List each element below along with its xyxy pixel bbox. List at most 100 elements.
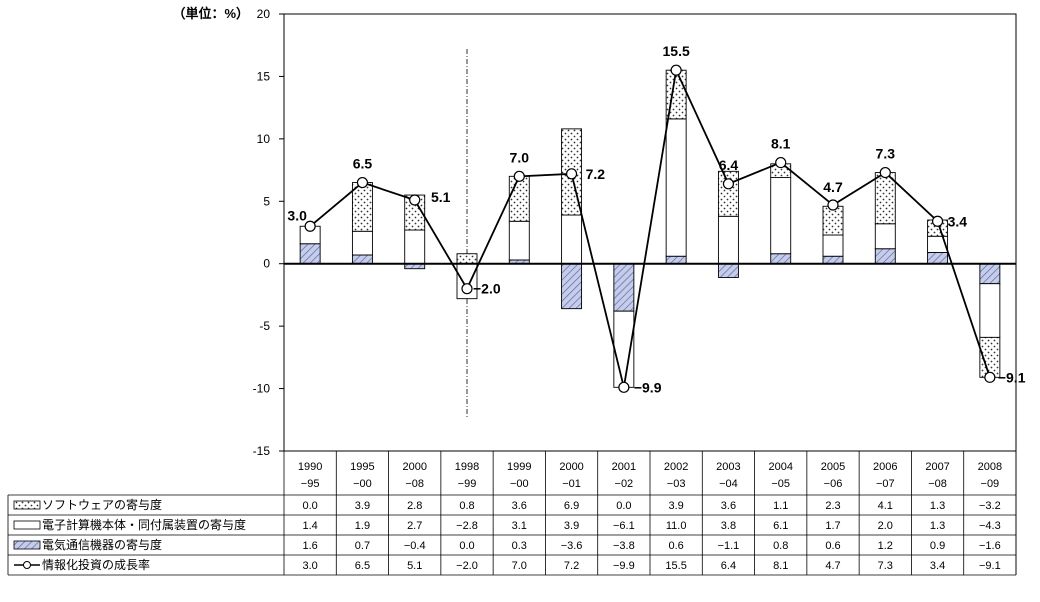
category-label: −07 <box>876 478 895 490</box>
category-label: 2007 <box>925 461 949 473</box>
legend-swatch <box>13 500 41 510</box>
table-cell: 1.2 <box>878 540 893 552</box>
table-cell: 6.9 <box>564 500 579 512</box>
bar-segment <box>717 263 739 278</box>
growth-rate-point <box>618 381 630 393</box>
table-cell: 7.2 <box>564 560 579 572</box>
category-label: −00 <box>510 478 529 490</box>
table-cell: −0.4 <box>404 540 426 552</box>
y-axis-ticks: 20 15 10 5 0 -5 -10 -15 <box>253 7 284 458</box>
legend-label: 電子計算機本体・同付属装置の寄与度 <box>42 517 246 532</box>
table-cell: 3.9 <box>668 500 683 512</box>
table-cell: 0.8 <box>459 500 474 512</box>
category-label: 1998 <box>455 461 479 473</box>
category-label: −01 <box>562 478 581 490</box>
table-cell: 2.3 <box>825 500 840 512</box>
unit-label: （単位：%） <box>172 6 249 21</box>
y-tick-label: -15 <box>253 444 271 458</box>
bar-segment <box>770 253 792 265</box>
table-cell: 1.6 <box>302 540 317 552</box>
table-cell: −9.9 <box>613 560 635 572</box>
table-cell: 7.3 <box>878 560 893 572</box>
table-cell: 0.0 <box>616 500 631 512</box>
bar-segment <box>561 263 583 310</box>
category-label: 2002 <box>664 461 688 473</box>
table-cell: 11.0 <box>666 520 687 532</box>
growth-rate-point <box>461 283 473 295</box>
bar-segment <box>665 255 687 265</box>
plot-area: 3.0 6.5 5.1 −2.0 7.0 7.2 −9.9 15.5 6.4 8.1 4.7 7.3 3… <box>283 13 1026 452</box>
table-cell: 1.7 <box>825 520 840 532</box>
growth-rate-point <box>565 168 578 180</box>
growth-rate-label: 7.2 <box>586 166 606 182</box>
bar-segment <box>561 214 583 265</box>
bar-segment <box>979 283 1001 338</box>
growth-rate-label: 6.5 <box>353 156 373 172</box>
category-label: −09 <box>981 478 1000 490</box>
growth-rate-point <box>356 176 369 189</box>
table-cell: 0.7 <box>355 540 370 552</box>
category-label: −06 <box>824 478 843 490</box>
table-cell: 4.1 <box>878 500 893 512</box>
category-label: −05 <box>771 478 790 490</box>
growth-rate-point <box>879 166 891 179</box>
table-cell: 0.9 <box>930 540 945 552</box>
table-cell: −3.6 <box>561 540 583 552</box>
growth-rate-label: 6.4 <box>719 157 739 173</box>
table-cell: 3.4 <box>930 560 945 572</box>
table-cell: 5.1 <box>407 560 422 572</box>
y-tick-label: -10 <box>253 382 271 396</box>
table-cell: 1.3 <box>930 520 945 532</box>
table-cell: −1.1 <box>718 540 740 552</box>
bar-segment <box>874 223 896 250</box>
table-cell: 3.9 <box>355 500 370 512</box>
bar-segment <box>456 253 478 265</box>
bar-segment <box>351 230 373 256</box>
table-cell: 4.7 <box>825 560 840 572</box>
bar-segment <box>717 170 739 217</box>
bar-segment <box>665 118 687 257</box>
table-cell: 0.8 <box>773 540 788 552</box>
y-tick-label: -5 <box>259 319 270 333</box>
growth-rate-point <box>775 156 787 169</box>
category-label: 2008 <box>978 461 1002 473</box>
table-cell: −2.8 <box>456 520 478 532</box>
table-cell: 1.4 <box>302 520 317 532</box>
bar-segment <box>299 243 321 265</box>
table-cell: 6.1 <box>773 520 788 532</box>
growth-rate-label: −9.1 <box>998 369 1026 385</box>
bar-segment <box>770 177 792 255</box>
legend-swatch <box>13 540 41 550</box>
growth-rate-label: 15.5 <box>663 43 690 59</box>
category-label: 2004 <box>768 461 792 473</box>
growth-rate-label: 3.0 <box>287 207 307 223</box>
table-cell: −2.0 <box>456 560 478 572</box>
growth-rate-label: −2.0 <box>473 281 501 297</box>
table-cell: 2.0 <box>878 520 893 532</box>
bar-segment <box>351 182 373 232</box>
y-tick-label: 15 <box>257 69 271 83</box>
category-label: 2000 <box>402 461 426 473</box>
table-cell: −9.1 <box>979 560 1001 572</box>
table-cell: 3.6 <box>512 500 527 512</box>
table-cell: 15.5 <box>665 560 686 572</box>
y-tick-label: 20 <box>257 7 271 21</box>
table-cell: 1.1 <box>773 500 788 512</box>
table-cell: 3.9 <box>564 520 579 532</box>
table-cell: 8.1 <box>773 560 788 572</box>
growth-rate-line <box>309 67 991 388</box>
category-label: −95 <box>301 478 320 490</box>
bar-segment <box>927 252 949 265</box>
table-cell: 3.1 <box>512 520 527 532</box>
bar-segment <box>874 248 896 265</box>
category-label: 1995 <box>350 461 374 473</box>
category-label: −00 <box>353 478 372 490</box>
growth-rate-label: 3.4 <box>948 213 968 229</box>
table-cell: 1.3 <box>930 500 945 512</box>
category-label: 2005 <box>821 461 845 473</box>
table-cell: 0.0 <box>459 540 474 552</box>
growth-rate-point <box>984 371 996 383</box>
category-label: −03 <box>667 478 686 490</box>
growth-rate-point <box>722 178 735 190</box>
